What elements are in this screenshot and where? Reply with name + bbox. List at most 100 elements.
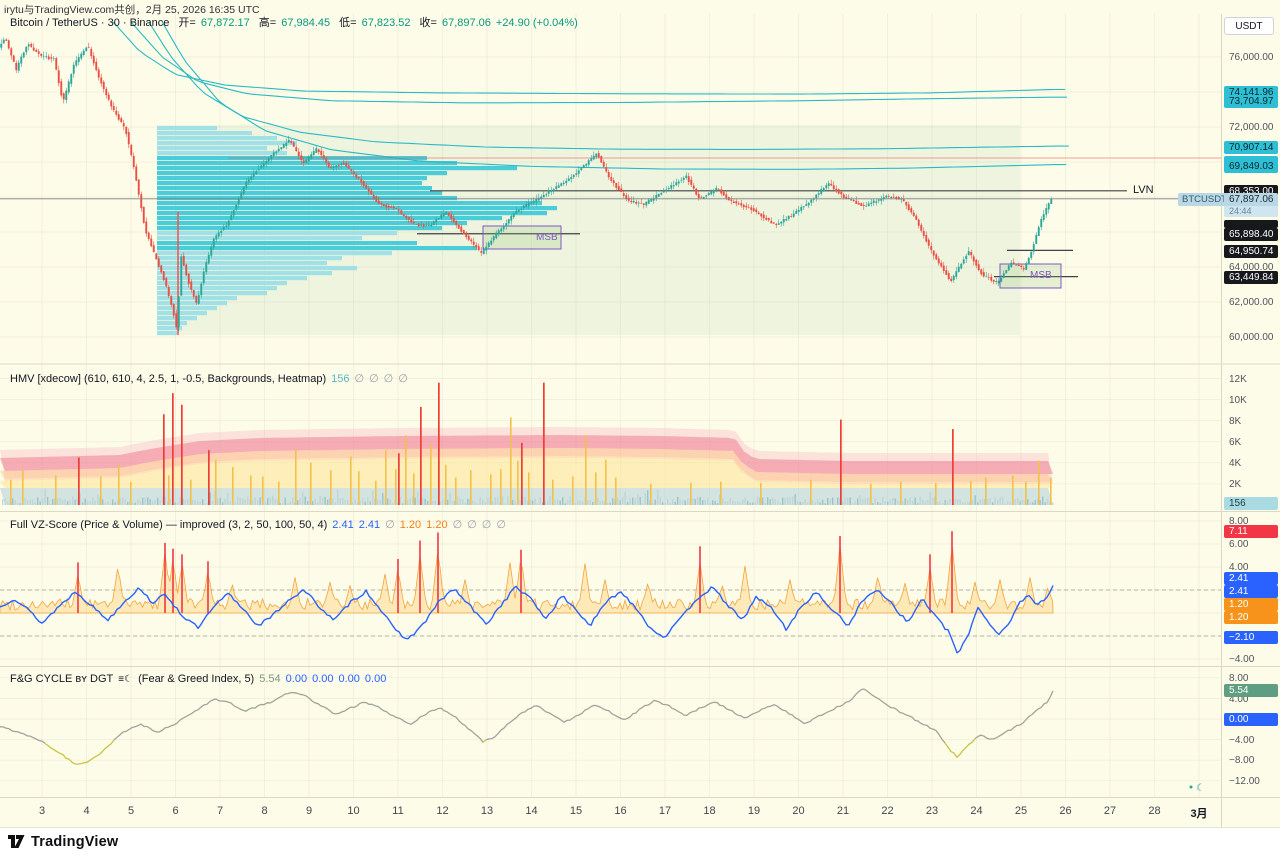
axis-tick-label: 4K [1229, 457, 1242, 469]
ohlc-value: 67,823.52 [361, 17, 411, 29]
axis-value-badge: 156 [1224, 496, 1278, 510]
time-axis-label: 3月 [1190, 808, 1208, 820]
axis-tick-label: 6K [1229, 436, 1242, 448]
axis-value-badge: 73,704.97 [1224, 94, 1278, 108]
axis-tick-label: 62,000.00 [1229, 296, 1274, 308]
fg-value: 5.54 [259, 673, 281, 685]
main-pane-legend[interactable]: Bitcoin / TetherUS · 30 · Binance 开= 67,87… [10, 14, 578, 30]
axis-tick-label: −4.00 [1229, 653, 1255, 665]
vz-value: ∅ [496, 519, 506, 531]
attribution-text: irytu与TradingView.com共创，2月 25, 2026 16:3… [4, 4, 260, 16]
axis-value-badge: 7.11 [1224, 524, 1278, 538]
time-axis-label: 5 [127, 805, 135, 817]
time-axis-label: 17 [658, 805, 672, 817]
axis-tick-label: −4.00 [1229, 734, 1255, 746]
time-axis-label: 23 [925, 805, 939, 817]
fg-value: 0.00 [338, 673, 360, 685]
time-axis-label: 16 [614, 805, 627, 817]
time-axis-label: 9 [305, 805, 313, 817]
ohlc-value: 67,897.06 [441, 17, 491, 29]
axis-tick-label: 60,000.00 [1229, 331, 1274, 343]
bar-countdown: 24:44 [1224, 205, 1278, 217]
axis-tick-label: 8K [1229, 415, 1242, 427]
last-price-label: 67,897.06 24:44 [1224, 192, 1278, 217]
hmv-value: ∅ [354, 373, 365, 385]
time-axis-label: 7 [216, 805, 224, 817]
axis-tick-label: 8.00 [1229, 515, 1249, 527]
time-axis-label: 28 [1148, 805, 1161, 817]
time-axis-label: 6 [172, 805, 179, 817]
ohlc-value: 高= [258, 17, 277, 29]
axis-value-badge: 2.41 [1224, 584, 1278, 598]
vz-value: ∅ [452, 519, 463, 531]
vz-value: 1.20 [399, 519, 422, 531]
moon-icon: ☾ [1196, 783, 1205, 794]
time-axis-label: 8 [261, 805, 268, 817]
time-axis-label: 4 [83, 805, 90, 817]
time-axis-label: 20 [792, 805, 805, 817]
ohlc-value: 67,872.17 [200, 17, 250, 29]
vz-value: ∅ [467, 519, 477, 531]
vz-value: 1.20 [426, 519, 448, 531]
axis-tick-label: 4.00 [1229, 561, 1249, 573]
msb-drawing-label-2[interactable]: MSB [1030, 270, 1052, 281]
pane-hmv [0, 382, 1054, 505]
pane-fg-cycle: ☾ [0, 688, 1205, 794]
time-axis-label: 21 [836, 805, 850, 817]
fg-value: 0.00 [312, 673, 334, 685]
dgt-logo-icon: ≡☾ [118, 674, 134, 685]
ohlc-value: +24.90 (+0.04%) [495, 17, 578, 29]
hmv-value: ∅ [369, 373, 379, 385]
lvn-drawing-label[interactable]: LVN [1133, 184, 1154, 196]
currency-toggle-button[interactable]: USDT [1224, 17, 1274, 35]
time-axis-label: 10 [347, 805, 360, 817]
fg-pane-legend[interactable]: F&G CYCLE ʙʏ DGT ≡☾ (Fear & Greed Index, 5… [10, 673, 386, 685]
axis-value-badge: 70,907.14 [1224, 140, 1278, 154]
ohlc-value: 开= [178, 17, 196, 29]
axis-value-badge: 0.00 [1224, 712, 1278, 726]
time-axis-label: 13 [480, 805, 494, 817]
fg-indicator-title: F&G CYCLE ʙʏ DGT [10, 673, 114, 685]
axis-tick-label: 64,000.00 [1229, 261, 1274, 273]
vz-value: ∅ [385, 519, 395, 531]
vz-pane-legend[interactable]: Full VZ-Score (Price & Volume) — improve… [10, 518, 506, 531]
fg-value: (Fear & Greed Index, 5) [138, 673, 255, 685]
hmv-value: ∅ [398, 373, 408, 385]
hmv-pane-legend[interactable]: HMV [xdecow] (610, 610, 4, 2.5, 1, -0.5,… [10, 372, 408, 385]
vz-value: ∅ [481, 519, 492, 531]
time-axis-label: 26 [1059, 805, 1072, 817]
axis-value-badge: 1.20 [1224, 610, 1278, 624]
time-axis-label: 22 [881, 805, 894, 817]
last-price-value: 67,897.06 [1224, 192, 1278, 206]
axis-tick-label: 8.00 [1229, 672, 1249, 684]
symbol-price-tag: BTCUSDT [1178, 192, 1231, 206]
symbol-title: Bitcoin / TetherUS · 30 · Binance [10, 17, 170, 29]
axis-tick-label: 72,000.00 [1229, 121, 1274, 133]
time-axis-label: 19 [747, 805, 761, 817]
fg-value: 0.00 [285, 673, 308, 685]
vz-value: 2.41 [358, 519, 381, 531]
tradingview-logo-icon[interactable] [8, 834, 25, 849]
axis-value-badge: 65,898.40 [1224, 227, 1278, 241]
axis-value-badge [1224, 220, 1278, 228]
axis-value-badge: 1.20 [1224, 597, 1278, 611]
hmv-indicator-title: HMV [xdecow] (610, 610, 4, 2.5, 1, -0.5,… [10, 373, 327, 385]
axis-tick-label: 10K [1229, 394, 1247, 406]
axis-tick-label: −12.00 [1229, 775, 1260, 787]
axis-value-badge: 5.54 [1224, 683, 1278, 697]
time-axis-label: 18 [703, 805, 716, 817]
tradingview-wordmark[interactable]: TradingView [31, 833, 119, 850]
time-axis-label: 27 [1103, 805, 1117, 817]
time-axis-label: 24 [970, 805, 983, 817]
axis-value-badge: 64,950.74 [1224, 244, 1278, 258]
ohlc-value: 低= [339, 17, 357, 29]
chart-canvas[interactable]: ☾ [0, 0, 1280, 827]
time-axis-label: 3 [38, 805, 46, 817]
vz-indicator-title: Full VZ-Score (Price & Volume) — improve… [10, 519, 328, 531]
time-axis-label: 25 [1014, 805, 1028, 817]
pane-dividers [0, 14, 1280, 827]
ohlc-value: 67,984.45 [281, 17, 331, 29]
msb-drawing-label-1[interactable]: MSB [536, 232, 558, 243]
time-axis-label: 11 [392, 805, 404, 817]
axis-value-badge: 63,449.84 [1224, 270, 1278, 284]
